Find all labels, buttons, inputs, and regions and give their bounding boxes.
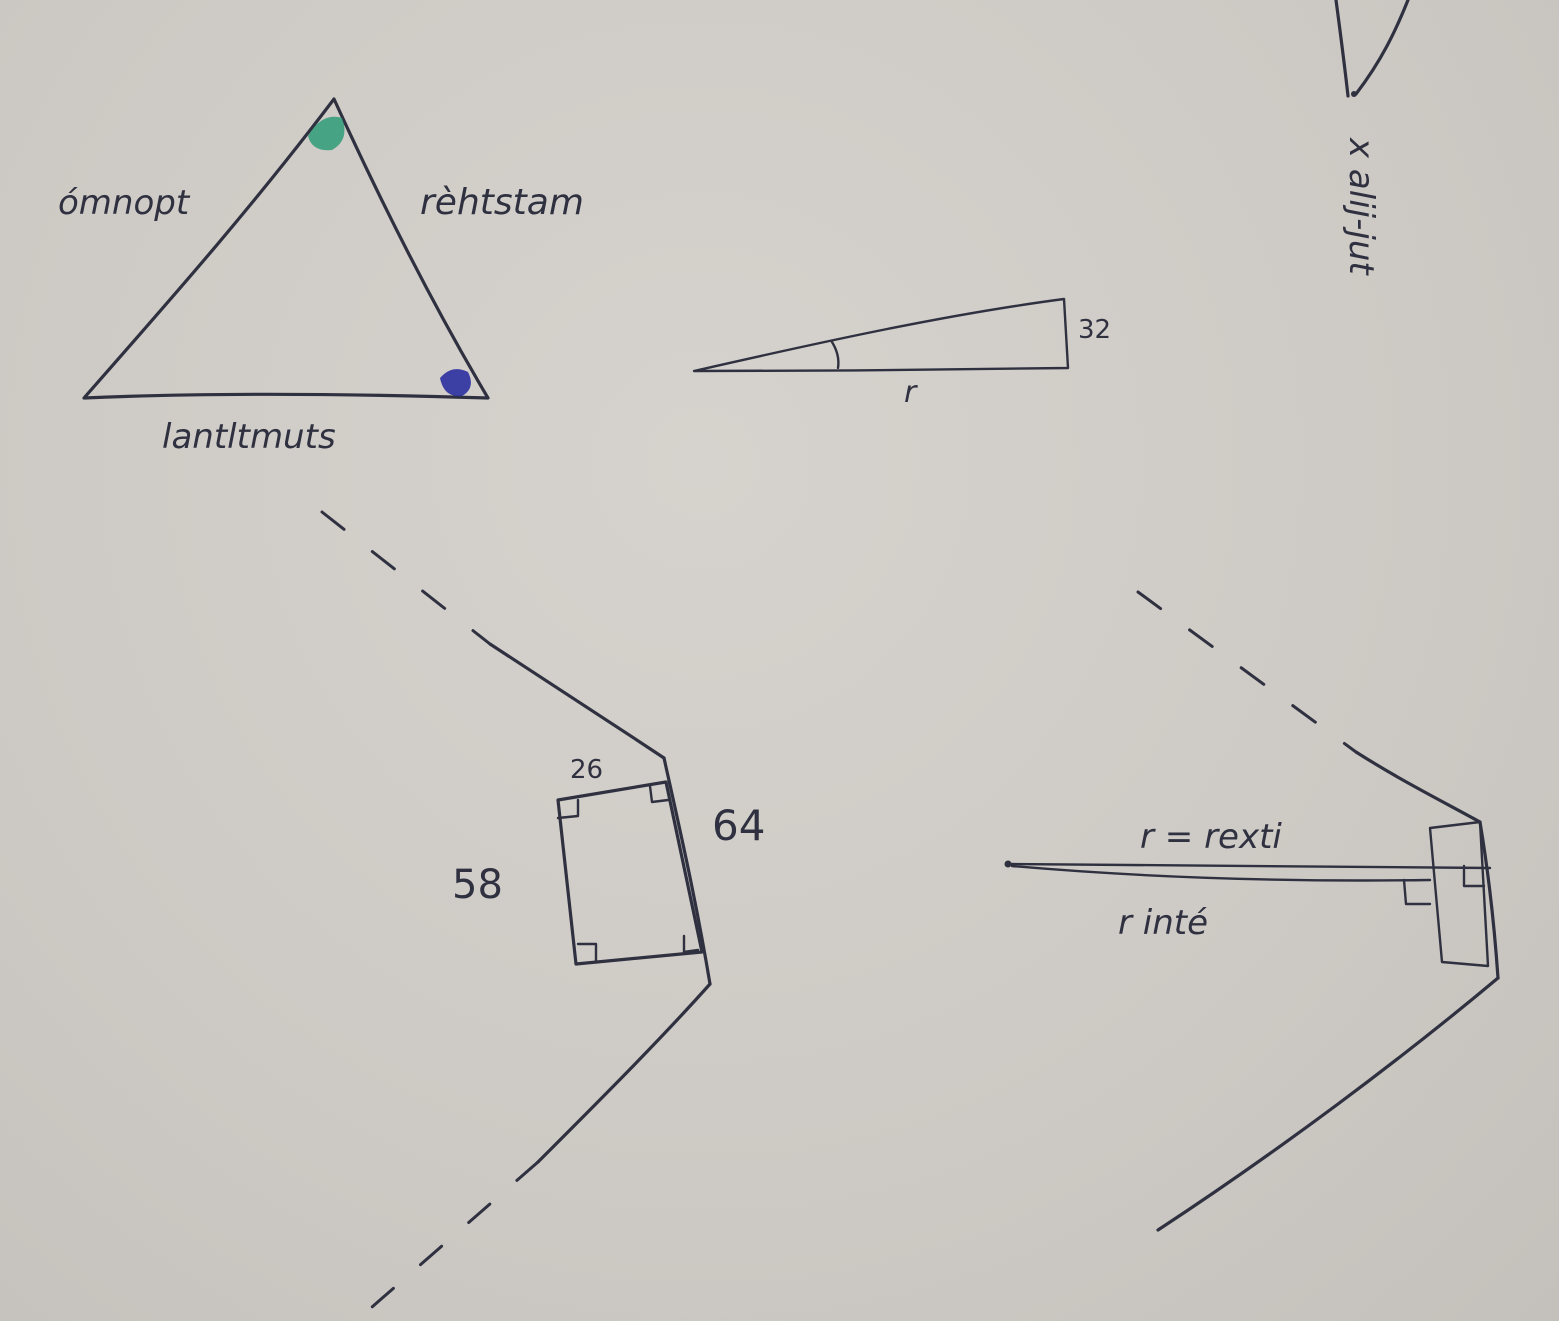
- right-bracket-figure: r = rexti r inté: [1004, 590, 1500, 1232]
- top-right-partial-shape: x alij-jut: [1334, 0, 1410, 276]
- inner-radius-line: [1010, 864, 1432, 882]
- outer-radius-line: [1008, 862, 1492, 870]
- left-figure-left-label: 58: [452, 862, 503, 908]
- triangle-right-label: rèhtstam: [420, 182, 584, 223]
- left-bracket-figure: 26 64 58: [320, 510, 765, 1321]
- left-figure-top-label: 26: [570, 755, 603, 785]
- triangle-left-label: ómnopt: [58, 183, 191, 223]
- inner-quadrilateral: [556, 780, 704, 966]
- small-angle-arc: [830, 340, 840, 370]
- labeled-triangle: ómnopt rèhtstam lantltmuts: [58, 97, 584, 457]
- triangle-bottom-label: lantltmuts: [162, 417, 336, 457]
- thin-triangle-base-label: r: [904, 375, 918, 410]
- inner-rectangle: [1428, 820, 1490, 968]
- thin-triangle: 32 r: [692, 297, 1111, 410]
- side-note: x alij-jut: [1341, 137, 1381, 276]
- left-figure-right-label: 64: [712, 801, 765, 850]
- right-figure-bottom-label: r inté: [1118, 903, 1208, 943]
- right-figure-top-label: r = rexti: [1140, 817, 1282, 857]
- right-angle-mark: [440, 369, 471, 397]
- top-angle-mark: [308, 116, 345, 151]
- thin-triangle-height-label: 32: [1078, 315, 1111, 345]
